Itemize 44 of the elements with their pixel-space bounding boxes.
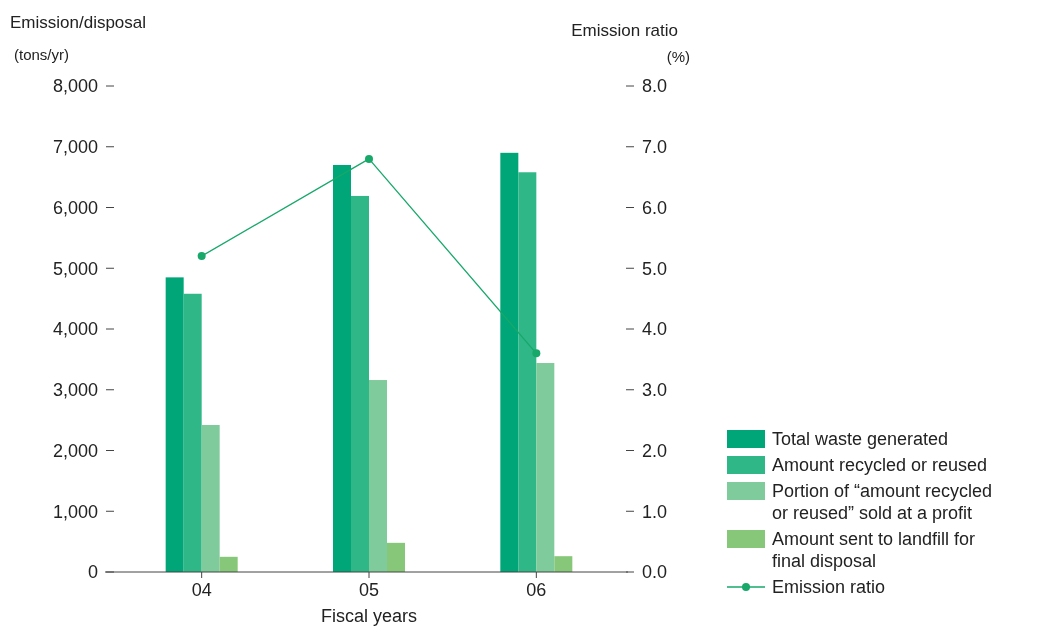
legend-label: Amount recycled or reused: [772, 455, 988, 476]
y-tick-label: 2,000: [52, 440, 98, 461]
y2-tick-label: 3.0: [642, 380, 668, 401]
y-tick-label: 7,000: [52, 137, 98, 158]
y2-tick-label: 0.0: [642, 562, 668, 583]
y-tick-label: 5,000: [52, 258, 98, 279]
x-tick-label: 06: [526, 580, 547, 600]
legend-label: Portion of “amount recycled or reused” sold at a profit: [772, 481, 993, 524]
y2-tick-label: 4.0: [642, 319, 668, 340]
y2-tick-label: 6.0: [642, 197, 668, 218]
y-tick-label: 6,000: [52, 197, 98, 218]
legend-label: Amount sent to landfill for final disposal: [772, 529, 976, 572]
x-tick-label: 04: [191, 580, 212, 600]
y2-tick-label: 8.0: [642, 76, 668, 97]
bar: [387, 542, 405, 572]
bar: [351, 195, 369, 572]
y2-tick-label: 1.0: [642, 501, 668, 522]
y2-tick-label: 7.0: [642, 137, 668, 158]
y2-tick-label: 5.0: [642, 258, 668, 279]
point: [532, 349, 541, 358]
bar: [518, 172, 537, 572]
bar: [500, 152, 519, 572]
bar: [183, 293, 202, 572]
y-tick-label: 0: [87, 562, 98, 583]
y-tick-label: 3,000: [52, 380, 98, 401]
y-tick-label: 1,000: [52, 501, 98, 522]
y-tick-label: 4,000: [52, 319, 98, 340]
bar: [369, 380, 387, 572]
bar: [554, 556, 573, 572]
y-axis-title: Emission/disposal (tons/yr): [10, 13, 147, 63]
bar: [165, 277, 184, 572]
x-axis-title: Fiscal years: [320, 606, 418, 626]
point: [365, 154, 373, 163]
y2-axis-title: Emission ratio (%): [571, 21, 690, 65]
point: [197, 252, 206, 261]
bar: [219, 556, 238, 572]
bar: [536, 363, 555, 572]
legend-label: Emission ratio: [772, 577, 886, 598]
bar: [333, 164, 351, 572]
y-tick-label: 8,000: [52, 76, 98, 97]
legend-label: Total waste generated: [772, 429, 949, 450]
x-tick-label: 05: [358, 580, 380, 600]
y2-tick-label: 2.0: [642, 440, 668, 461]
bar: [201, 424, 220, 572]
